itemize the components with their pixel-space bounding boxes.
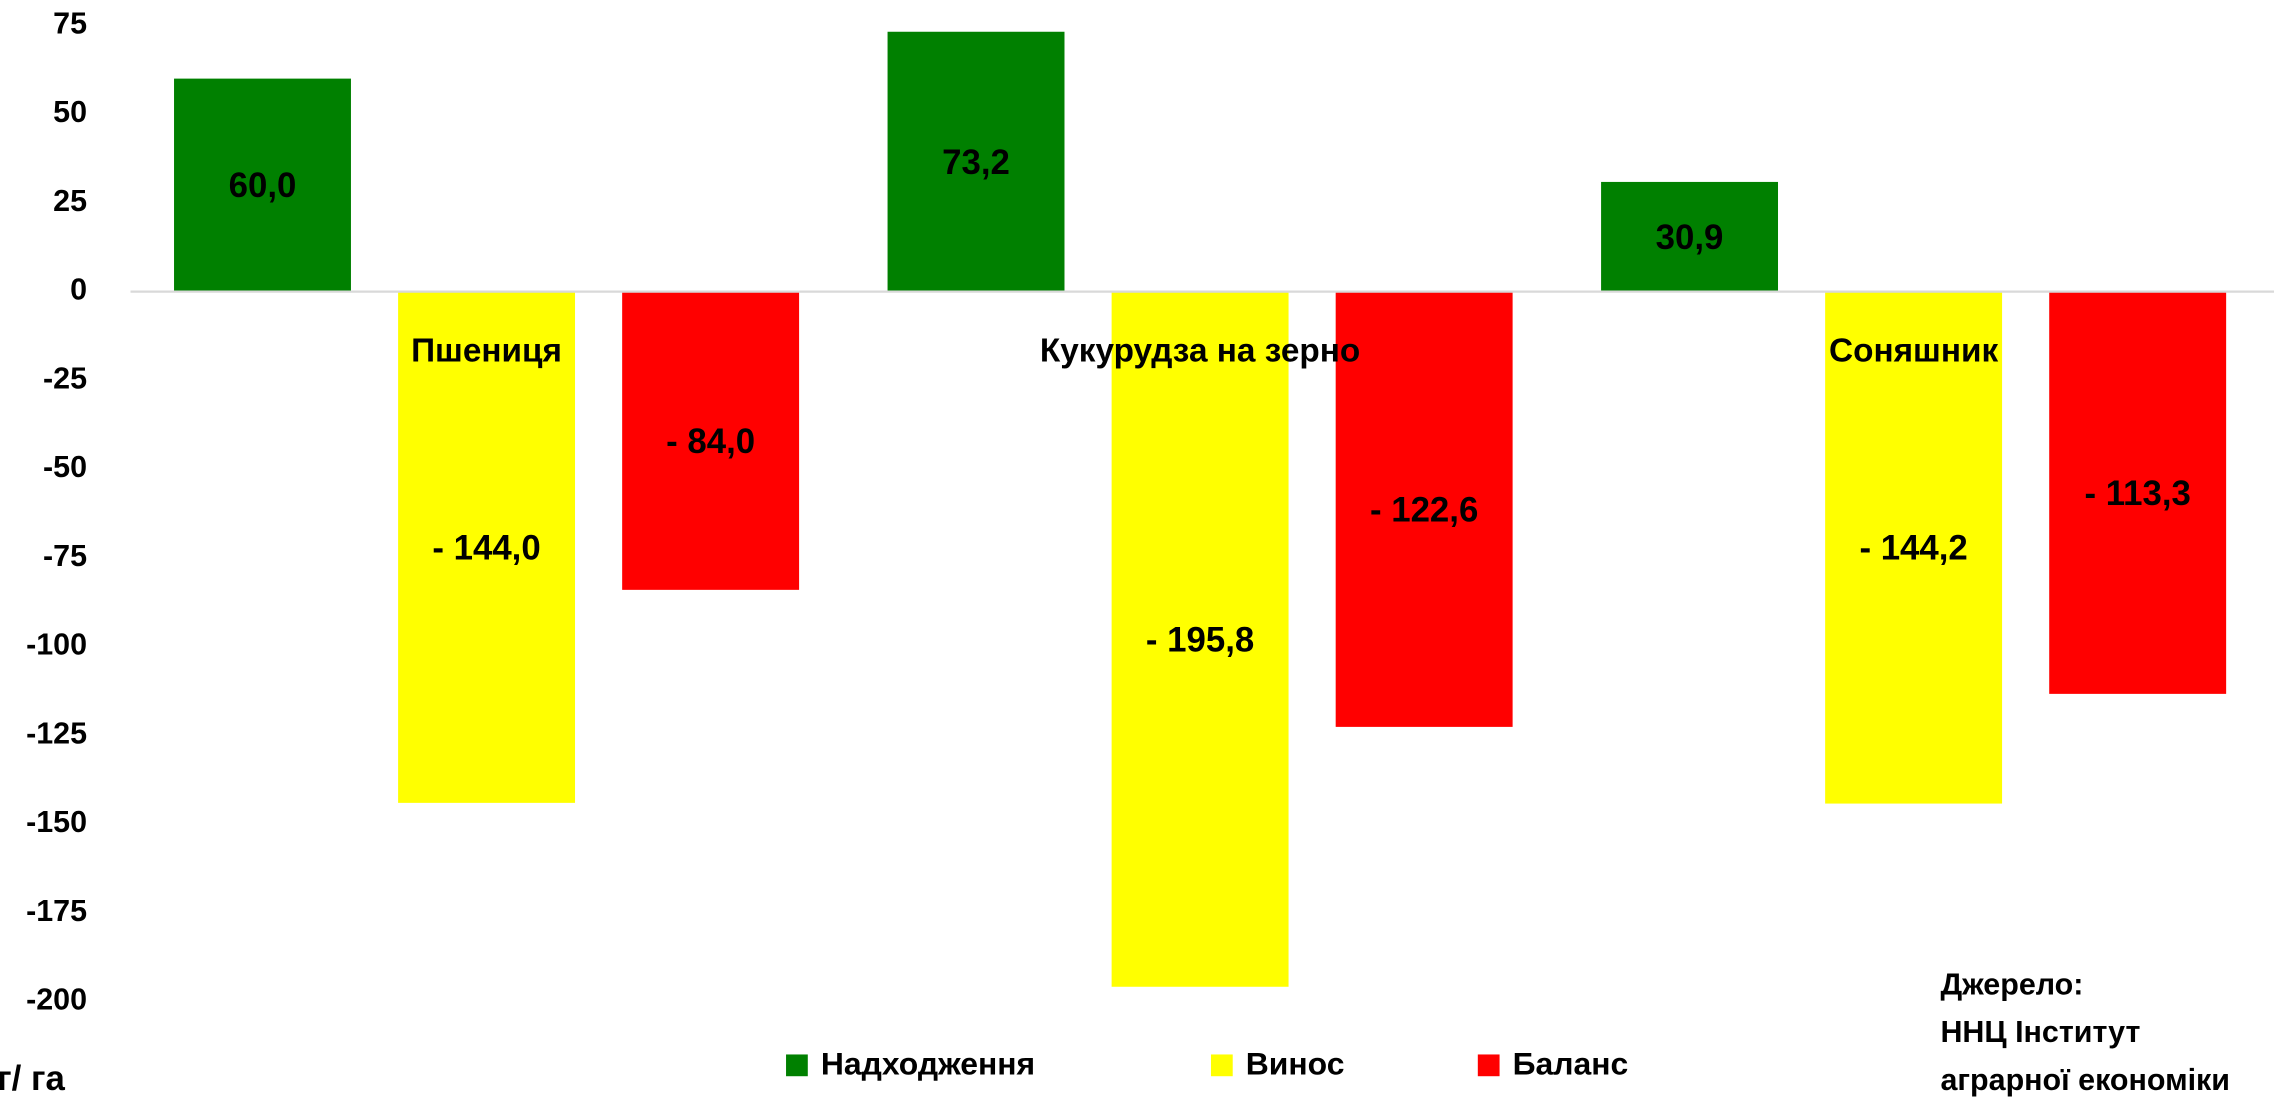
legend-label: Надходження — [821, 1045, 1035, 1081]
y-tick-label: -125 — [26, 716, 87, 750]
legend-label: Винос — [1246, 1045, 1345, 1081]
bar — [622, 291, 800, 590]
bar — [1601, 181, 1779, 292]
category-label: Соняшник — [1829, 332, 1998, 369]
data-label: - 195,8 — [1146, 620, 1254, 659]
y-tick-label: -100 — [26, 628, 87, 662]
data-label: - 122,6 — [1370, 490, 1478, 529]
source-text: ННЦ Інститут — [1940, 1015, 2140, 1049]
y-tick-label: -75 — [43, 539, 87, 573]
legend-swatch — [1477, 1054, 1500, 1077]
data-label: - 144,0 — [432, 528, 540, 567]
legend-swatch — [1210, 1054, 1233, 1077]
data-label: - 113,3 — [2084, 474, 2190, 513]
y-tick-label: -150 — [26, 805, 87, 839]
bar — [398, 291, 576, 803]
y-tick-label: 0 — [70, 273, 87, 307]
category-label: Пшениця — [411, 332, 562, 369]
data-label: 73,2 — [942, 143, 1010, 182]
y-tick-label: 50 — [53, 95, 87, 129]
data-label: 60,0 — [229, 166, 297, 205]
source-text: аграрної економіки — [1940, 1063, 2230, 1097]
data-label: 30,9 — [1656, 218, 1724, 257]
y-tick-label: -25 — [43, 361, 87, 395]
bar — [887, 31, 1065, 292]
bar — [2049, 291, 2227, 694]
y-tick-label: 75 — [53, 6, 87, 40]
bar — [174, 78, 351, 292]
data-label: - 144,2 — [1859, 529, 1967, 568]
y-tick-label: -50 — [43, 450, 87, 484]
y-axis-label: кг/ га — [0, 1059, 65, 1098]
source-text: Джерело: — [1940, 967, 2083, 1001]
data-label: - 84,0 — [666, 422, 755, 461]
y-tick-label: -175 — [26, 894, 87, 928]
legend-label: Баланс — [1513, 1045, 1629, 1081]
bar — [1111, 291, 1289, 987]
y-tick-label: 25 — [53, 184, 87, 218]
legend-swatch — [786, 1054, 808, 1077]
category-label: Кукурудза на зерно — [1040, 332, 1360, 369]
bar — [1825, 291, 2003, 804]
y-tick-label: -200 — [26, 983, 87, 1017]
bar — [1335, 291, 1513, 727]
